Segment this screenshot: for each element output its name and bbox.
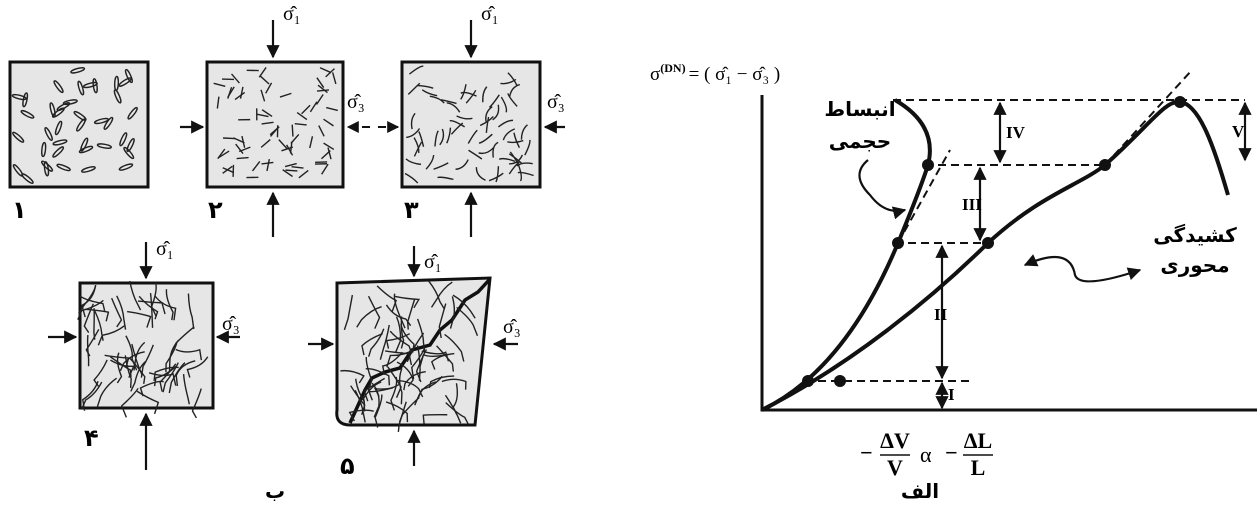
sigma-3-label: σ̂₃ xyxy=(503,316,521,338)
sigma-1-label: σ̂₁ xyxy=(283,3,301,25)
stage-label: I xyxy=(948,385,955,404)
point xyxy=(802,375,814,387)
label-part: ΔL xyxy=(964,428,992,453)
sigma-3-label: σ̂₃ xyxy=(222,313,240,335)
crack xyxy=(94,308,95,339)
right-figure: I II III IV V انبساط حجمی کشیدگی محوری σ… xyxy=(650,61,1257,503)
label-part: = ( σ̂₁ − σ̂₃ ) xyxy=(689,64,781,85)
annotation: حجمی xyxy=(829,129,891,153)
label-part: − xyxy=(860,440,873,465)
left-figure: σ̂₁ σ̂₃ σ̂₁ σ̂₃ σ̂₁ σ̂₃ σ̂₁ σ̂₃ ۱ ۲ ۳ ۴ … xyxy=(10,3,565,503)
point xyxy=(834,375,846,387)
tangent-lines xyxy=(898,70,1192,243)
specimen-number: ۱ xyxy=(12,196,27,224)
pointer xyxy=(1025,257,1140,281)
point xyxy=(982,237,994,249)
figure: σ̂₁ σ̂₃ σ̂₁ σ̂₃ σ̂₁ σ̂₃ σ̂₁ σ̂₃ ۱ ۲ ۳ ۴ … xyxy=(0,0,1257,506)
stage-label: V xyxy=(1232,122,1245,141)
x-axis-label: − ΔV V α − ΔL L xyxy=(860,428,993,480)
figure-label: الف xyxy=(901,479,939,503)
point xyxy=(892,237,904,249)
point xyxy=(1099,159,1111,171)
crack xyxy=(237,158,249,159)
point xyxy=(922,159,934,171)
pointer xyxy=(859,160,905,211)
label-part: σ xyxy=(650,64,660,85)
sigma-1-label: σ̂₁ xyxy=(481,3,499,25)
stage-label: IV xyxy=(1006,123,1026,142)
specimen-number: ۲ xyxy=(208,196,223,224)
specimen-number: ۳ xyxy=(404,196,419,224)
annotation: محوری xyxy=(1160,253,1229,277)
stage-label: II xyxy=(934,305,948,324)
annotation: انبساط xyxy=(824,97,895,121)
sigma-1-label: σ̂₁ xyxy=(156,238,174,260)
label-part: (DN) xyxy=(660,61,685,75)
label-part: ΔV xyxy=(880,428,910,453)
stage-label: III xyxy=(962,195,982,214)
label-part: L xyxy=(971,455,986,480)
crack xyxy=(285,170,297,171)
point xyxy=(1174,96,1186,108)
crack xyxy=(223,138,235,139)
label-part: α xyxy=(920,442,932,467)
crack xyxy=(292,125,293,137)
sigma-3-label: σ̂₃ xyxy=(547,91,565,113)
sigma-1-label: σ̂₁ xyxy=(424,251,442,273)
annotation: کشیدگی xyxy=(1153,223,1237,247)
specimen-number: ۴ xyxy=(84,424,99,452)
specimen-number: ۵ xyxy=(340,452,355,480)
figure-label: ب xyxy=(265,479,285,503)
y-axis-label: σ(DN) = ( σ̂₁ − σ̂₃ ) xyxy=(650,61,780,85)
label-part: V xyxy=(887,455,903,480)
sigma-3-label: σ̂₃ xyxy=(347,91,365,113)
specimen-box xyxy=(207,62,343,187)
label-part: − xyxy=(945,440,958,465)
